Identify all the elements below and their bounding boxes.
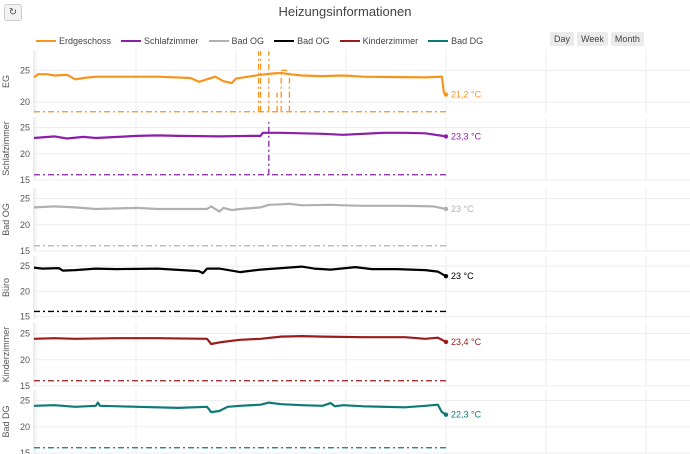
y-tick-label: 15 xyxy=(20,246,30,256)
legend-swatch xyxy=(208,40,229,42)
current-value-dot xyxy=(443,339,449,345)
y-tick-label: 20 xyxy=(20,97,30,107)
series-line xyxy=(33,265,447,278)
current-value-label: 23,3 °C xyxy=(451,131,482,141)
legend-item[interactable]: Bad OG xyxy=(274,36,330,46)
legend-swatch xyxy=(339,40,360,42)
current-value-dot xyxy=(443,412,449,417)
legend-item[interactable]: Bad OG xyxy=(208,36,265,46)
range-button-week[interactable]: Week xyxy=(577,32,608,46)
current-value-dot xyxy=(443,134,449,139)
legend-swatch xyxy=(428,40,449,42)
series-line xyxy=(33,401,447,416)
y-tick-label: 25 xyxy=(20,261,30,271)
y-tick-label: 20 xyxy=(20,355,30,365)
legend-item[interactable]: Kinderzimmer xyxy=(339,36,419,46)
refresh-icon: ↻ xyxy=(8,7,18,18)
y-tick-label: 15 xyxy=(20,381,30,391)
current-value-dot xyxy=(443,273,449,279)
current-value-label: 21,2 °C xyxy=(451,90,482,100)
panel-label: Schlafzimmer xyxy=(1,121,11,176)
range-button-day[interactable]: Day xyxy=(550,32,575,46)
current-value-dot xyxy=(443,92,449,97)
legend-label: Bad OG xyxy=(231,36,265,46)
legend-swatch xyxy=(36,40,56,42)
y-tick-label: 20 xyxy=(20,220,30,230)
panel-label: Kinderzimmer xyxy=(1,327,11,383)
legend-item[interactable]: Schlafzimmer xyxy=(121,36,199,46)
series-line xyxy=(33,335,447,346)
range-selector: Day Week Month xyxy=(550,32,644,46)
chart-legend: Erdgeschoss Schlafzimmer Bad OG Bad OG Kinde… xyxy=(36,36,483,46)
current-value-label: 23,4 °C xyxy=(451,337,482,347)
legend-item[interactable]: Erdgeschoss xyxy=(36,36,111,46)
y-tick-label: 25 xyxy=(20,123,30,133)
page-title: Heizungsinformationen xyxy=(278,4,412,19)
series-line xyxy=(33,202,447,213)
range-button-month[interactable]: Month xyxy=(610,32,644,46)
legend-swatch xyxy=(274,40,295,42)
series-line xyxy=(33,71,447,96)
current-value-label: 22,3 °C xyxy=(451,410,482,420)
y-tick-label: 20 xyxy=(20,149,30,159)
legend-label: Kinderzimmer xyxy=(362,36,419,46)
current-value-label: 23 °C xyxy=(451,271,474,281)
y-tick-label: 15 xyxy=(20,448,30,454)
legend-swatch xyxy=(121,40,142,42)
panel-label: Bad DG xyxy=(1,405,11,437)
y-tick-label: 15 xyxy=(20,175,30,185)
legend-label: Schlafzimmer xyxy=(144,36,199,46)
current-value-label: 23 °C xyxy=(451,204,474,214)
panel-label: Büro xyxy=(1,278,11,297)
y-tick-label: 25 xyxy=(20,329,30,339)
panel-label: Bad OG xyxy=(1,203,11,236)
current-value-dot xyxy=(443,206,449,212)
y-tick-label: 20 xyxy=(20,286,30,296)
y-tick-label: 25 xyxy=(20,65,30,75)
y-tick-label: 25 xyxy=(20,194,30,204)
legend-label: Bad DG xyxy=(451,36,484,46)
y-tick-label: 25 xyxy=(20,396,30,406)
y-tick-label: 15 xyxy=(20,311,30,321)
legend-label: Erdgeschoss xyxy=(59,36,112,46)
legend-item[interactable]: Bad DG xyxy=(428,36,483,46)
legend-label: Bad OG xyxy=(297,36,330,46)
series-line xyxy=(33,131,447,140)
y-tick-label: 20 xyxy=(20,422,30,432)
refresh-button[interactable]: ↻ xyxy=(4,4,22,21)
panel-label: EG xyxy=(1,75,11,88)
